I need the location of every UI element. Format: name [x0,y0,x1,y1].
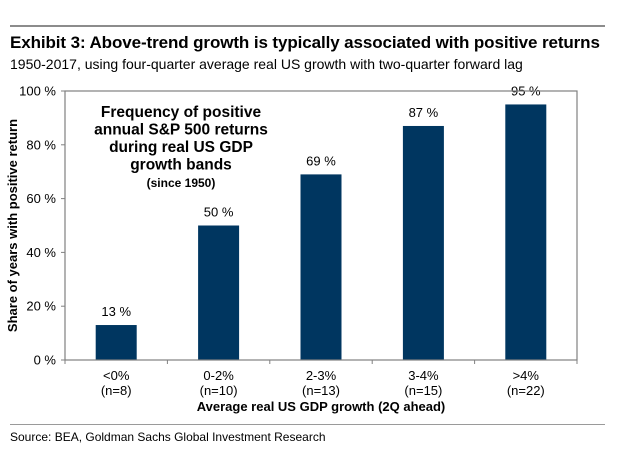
top-rule [10,25,605,27]
x-tick-count-label: (n=22) [507,383,545,398]
y-tick-label: 80 % [26,137,56,152]
y-tick-label: 40 % [26,245,56,260]
bar-data-label: 50 % [204,205,234,220]
annotation-line: during real US GDP [109,139,253,156]
x-axis-label: Average real US GDP growth (2Q ahead) [197,399,446,414]
y-tick-label: 0 % [34,353,57,368]
x-axis: <0%(n=8) 0-2%(n=10) 2-3%(n=13) 3-4%(n=15) >4… [64,360,578,398]
bar-data-label: 69 % [306,153,336,168]
plot-frame [64,90,578,361]
x-tick-label: 2-3% [306,368,337,383]
y-tick-label: 60 % [26,191,56,206]
x-tick-count-label: (n=13) [302,383,340,398]
annotation-line: growth bands [130,157,232,174]
x-tick-label: >4% [513,368,540,383]
bar-data-label: 13 % [101,304,131,319]
x-tick-count-label: (n=8) [101,383,132,398]
chart-title: Exhibit 3: Above-trend growth is typical… [10,33,600,52]
x-tick-count-label: (n=10) [200,383,238,398]
y-tick-label: 100 % [19,84,56,99]
bar [402,125,444,360]
bar [505,104,547,360]
annotation-subtext: (since 1950) [147,176,216,190]
annotation-line: Frequency of positive [101,104,262,121]
y-axis-label: Share of years with positive return [5,119,20,332]
bars: 13 %50 %69 %87 %95 % [95,83,547,360]
bar [300,174,342,360]
x-tick-label: 0-2% [203,368,234,383]
bottom-rule [10,424,605,425]
bar [198,225,240,360]
annotation-line: annual S&P 500 returns [94,122,268,139]
bar-data-label: 87 % [409,105,439,120]
bar [95,325,137,360]
y-axis: 0 % 20 % 40 % 60 % 80 % 100 % [19,84,65,368]
x-tick-count-label: (n=15) [404,383,442,398]
chart-subtitle: 1950-2017, using four-quarter average re… [10,56,523,72]
source-note: Source: BEA, Goldman Sachs Global Invest… [10,430,326,444]
x-tick-label: <0% [103,368,130,383]
y-tick-label: 20 % [26,299,56,314]
x-tick-label: 3-4% [408,368,439,383]
